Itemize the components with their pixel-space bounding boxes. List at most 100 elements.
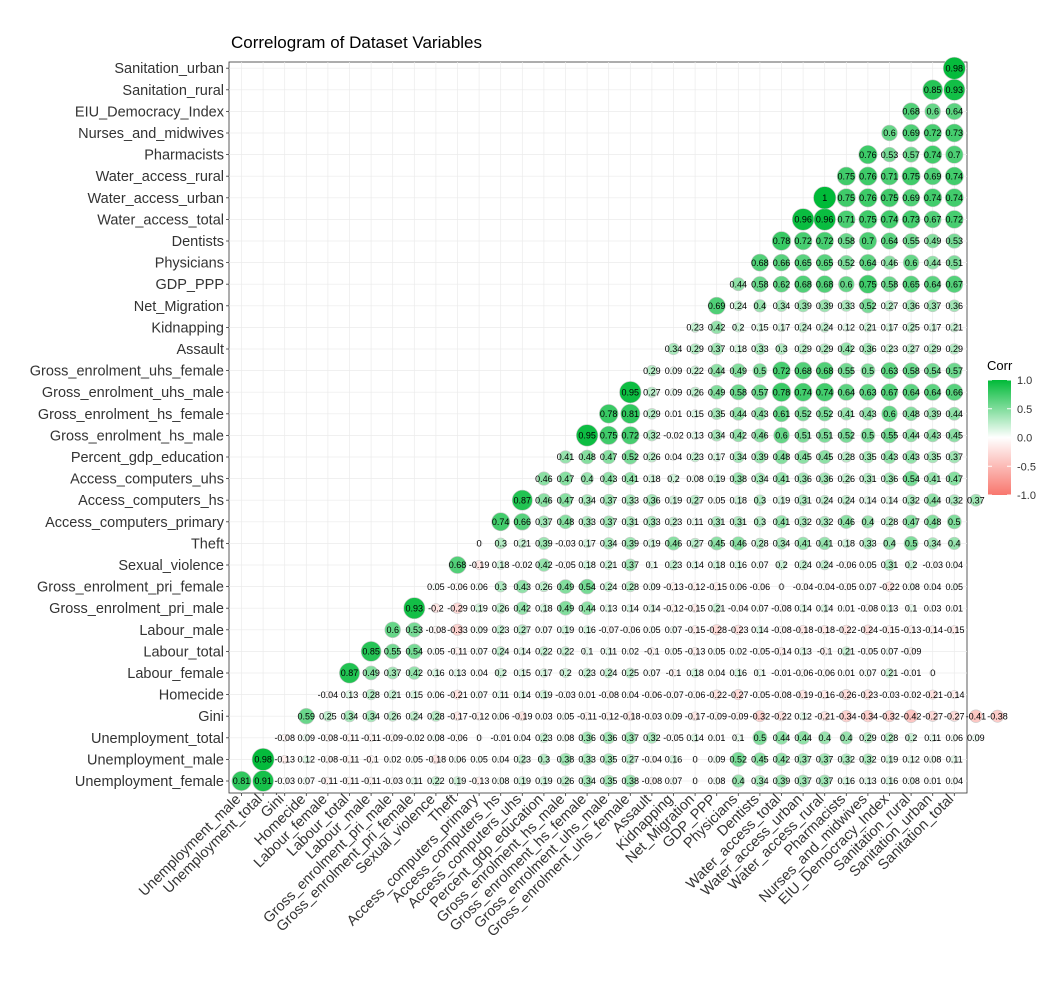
corr-circle xyxy=(475,690,483,699)
corr-circle xyxy=(602,753,615,766)
corr-circle xyxy=(884,581,895,592)
corr-circle xyxy=(558,450,573,464)
corr-value-label: 0.81 xyxy=(622,409,640,419)
corr-circle xyxy=(907,669,915,677)
corr-value-label: -0.17 xyxy=(685,711,706,721)
corr-value-label: -0.01 xyxy=(901,668,922,678)
corr-value-label: 0.14 xyxy=(816,603,834,613)
y-tick-label: Sanitation_rural xyxy=(122,83,224,99)
corr-value-label: 0.76 xyxy=(859,171,877,181)
corr-value-label: -0.38 xyxy=(987,711,1008,721)
corr-value-label: 0.19 xyxy=(643,539,661,549)
corr-circle xyxy=(905,494,918,507)
corr-circle xyxy=(538,753,550,766)
x-tick-label: Unemployment_male xyxy=(136,792,244,900)
corr-value-label: 0.45 xyxy=(708,539,726,549)
corr-circle xyxy=(796,472,810,485)
corr-value-label: 0.28 xyxy=(362,690,380,700)
corr-circle xyxy=(950,755,959,764)
corr-value-label: 0.06 xyxy=(492,711,510,721)
corr-circle xyxy=(731,774,745,788)
corr-circle xyxy=(819,559,830,571)
corr-value-label: 0.23 xyxy=(492,625,510,635)
corr-value-label: 0.19 xyxy=(535,776,553,786)
corr-value-label: 0.68 xyxy=(816,366,834,376)
corr-circle xyxy=(648,712,656,720)
corr-circle xyxy=(733,560,743,570)
corr-value-label: 0.44 xyxy=(946,409,964,419)
corr-value-label: 0.37 xyxy=(708,344,726,354)
corr-circle xyxy=(561,539,570,547)
corr-value-label: 0.95 xyxy=(622,387,640,397)
corr-value-label: 0.5 xyxy=(754,366,767,376)
corr-value-label: 0.04 xyxy=(514,733,532,743)
corr-value-label: -0.08 xyxy=(642,776,663,786)
corr-value-label: 0.75 xyxy=(600,431,618,441)
y-tick-label: Net_Migration xyxy=(134,299,224,315)
corr-value-label: 0.21 xyxy=(859,323,877,333)
corr-circle xyxy=(862,732,874,744)
corr-circle xyxy=(324,690,332,699)
corr-circle xyxy=(496,712,505,720)
corr-value-label: 0.3 xyxy=(754,517,767,527)
corr-circle xyxy=(903,536,919,551)
corr-value-label: 0.23 xyxy=(665,517,683,527)
corr-circle xyxy=(602,493,616,507)
corr-value-label: 0.73 xyxy=(946,128,964,138)
corr-value-label: 0.36 xyxy=(816,474,834,484)
corr-value-label: 0.1 xyxy=(646,560,659,570)
corr-circle xyxy=(298,708,315,725)
corr-value-label: 0.16 xyxy=(578,625,596,635)
corr-value-label: 0.34 xyxy=(751,474,769,484)
corr-value-label: 0.23 xyxy=(514,755,532,765)
corr-circle xyxy=(495,646,506,657)
corr-circle xyxy=(991,709,1004,723)
corr-value-label: 0.18 xyxy=(578,560,596,570)
corr-value-label: 0.75 xyxy=(859,215,877,225)
corr-value-label: 0.08 xyxy=(492,776,510,786)
corr-circle xyxy=(799,669,807,677)
corr-circle xyxy=(885,647,894,656)
corr-value-label: 0.15 xyxy=(406,690,424,700)
corr-value-label: 0.01 xyxy=(924,776,942,786)
corr-value-label: 0.07 xyxy=(470,690,488,700)
corr-value-label: -0.15 xyxy=(944,625,965,635)
corr-value-label: 0.35 xyxy=(859,452,877,462)
corr-circle xyxy=(733,495,744,505)
corr-value-label: -0.01 xyxy=(771,668,792,678)
corr-circle xyxy=(645,515,658,528)
corr-circle xyxy=(624,667,636,679)
corr-circle xyxy=(386,666,400,680)
corr-circle xyxy=(453,647,462,656)
corr-circle xyxy=(453,582,462,591)
corr-circle xyxy=(732,450,745,464)
corr-value-label: 0.2 xyxy=(494,668,507,678)
corr-value-label: 0.1 xyxy=(754,668,767,678)
corr-circle xyxy=(669,453,678,461)
corr-circle xyxy=(925,514,940,530)
corr-value-label: 0.29 xyxy=(946,344,964,354)
corr-circle xyxy=(926,450,939,464)
corr-circle xyxy=(452,689,463,700)
corr-value-label: 0.29 xyxy=(643,409,661,419)
corr-circle xyxy=(774,515,789,529)
corr-value-label: 0.03 xyxy=(535,711,553,721)
corr-value-label: -0.12 xyxy=(685,582,706,592)
corr-circle xyxy=(818,753,832,766)
corr-circle xyxy=(689,451,701,463)
corr-value-label: 0.63 xyxy=(881,366,899,376)
corr-value-label: -0.09 xyxy=(382,733,403,743)
corr-circle xyxy=(668,516,679,527)
corr-circle xyxy=(448,556,467,574)
corr-circle xyxy=(929,669,937,677)
corr-circle xyxy=(947,471,962,486)
corr-value-label: -0.04 xyxy=(728,603,749,613)
corr-circle xyxy=(580,601,595,616)
corr-value-label: 0.46 xyxy=(838,517,856,527)
corr-value-label: 0.39 xyxy=(751,452,769,462)
corr-value-label: 0.14 xyxy=(643,603,661,613)
corr-value-label: 0.98 xyxy=(946,63,964,73)
corr-circle xyxy=(561,733,570,742)
corr-value-label: 0.52 xyxy=(859,301,877,311)
corr-value-label: 0.16 xyxy=(881,776,899,786)
